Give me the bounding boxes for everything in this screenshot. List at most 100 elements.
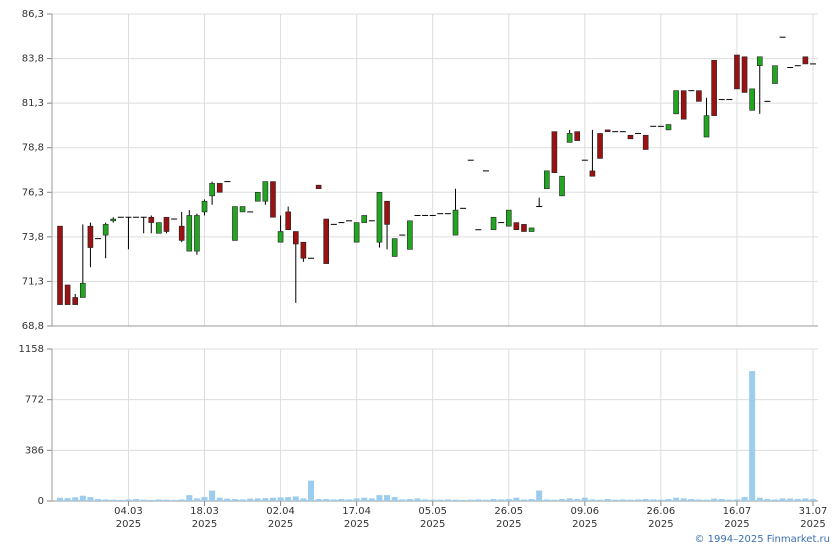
y-tick-label: 81,3	[22, 98, 44, 109]
candle-body	[186, 215, 193, 252]
volume-bar	[460, 499, 467, 501]
candle-body	[756, 56, 763, 67]
y-tick-label: 83,8	[22, 54, 44, 65]
candle-body	[551, 131, 558, 173]
volume-bar	[308, 480, 314, 501]
candle-body	[521, 224, 527, 232]
volume-bar	[239, 499, 246, 501]
volume-bar	[513, 497, 520, 501]
candle-body	[262, 181, 269, 202]
volume-bar	[505, 499, 512, 501]
candle-body	[292, 231, 299, 245]
volume-bar	[110, 499, 117, 501]
volume-bar	[467, 499, 474, 501]
volume-bar	[414, 498, 421, 501]
volume-bar	[391, 497, 398, 501]
candle-body	[232, 206, 238, 241]
y-tick-label: 76,3	[22, 187, 44, 198]
volume-bar	[589, 499, 596, 501]
volume-bar	[452, 499, 459, 501]
volume-bar	[794, 499, 801, 501]
candle-body	[72, 297, 79, 305]
volume-bar	[193, 498, 200, 501]
candle-body	[559, 175, 565, 197]
volume-bar	[422, 499, 429, 501]
volume-bar	[642, 499, 649, 501]
volume-bar	[95, 499, 102, 501]
volume-bar	[254, 498, 261, 501]
volume-bar	[346, 499, 353, 501]
volume-bar	[361, 497, 368, 501]
x-tick-label: 17.04 2025	[342, 506, 371, 530]
volume-bar	[718, 499, 725, 501]
candle-body	[64, 284, 71, 305]
candle-body	[673, 90, 679, 115]
volume-bar	[269, 497, 276, 501]
y-tick-label: 1158	[19, 344, 44, 355]
candle-body	[80, 282, 86, 298]
candle-body	[361, 215, 368, 223]
volume-bar	[566, 498, 573, 501]
volume-bar	[498, 499, 505, 501]
volume-bar	[726, 499, 733, 501]
candle-body	[148, 216, 155, 223]
candle-body	[490, 216, 497, 231]
volume-bar	[650, 499, 657, 501]
candle-body	[300, 241, 307, 259]
y-tick-label: 73,8	[22, 232, 44, 243]
volume-bar	[216, 497, 223, 501]
candle-body	[543, 170, 550, 190]
candle-body	[574, 131, 581, 141]
volume-bar	[612, 499, 619, 501]
candle-body	[239, 206, 246, 213]
candle-body	[209, 183, 215, 197]
candle-body	[589, 170, 596, 177]
volume-bar	[802, 498, 809, 501]
volume-bar	[635, 499, 642, 501]
candle-body	[734, 54, 740, 90]
volume-bar	[155, 499, 162, 501]
volume-bar	[703, 499, 710, 501]
volume-bar	[444, 499, 451, 501]
candle-body	[323, 218, 330, 264]
x-tick-label: 02.04 2025	[266, 506, 295, 530]
volume-bar	[787, 498, 794, 501]
volume-bar	[353, 498, 360, 501]
volume-bar	[771, 499, 778, 501]
volume-bar	[482, 499, 489, 501]
volume-bar	[285, 497, 292, 501]
candle-body	[376, 191, 383, 243]
volume-bar	[323, 499, 330, 501]
volume-bar	[520, 499, 527, 501]
volume-bar	[673, 497, 680, 501]
candle-body	[665, 124, 672, 131]
x-tick-label: 16.07 2025	[722, 506, 752, 530]
candle-body	[270, 181, 276, 218]
candle-body	[528, 227, 535, 232]
candle-body	[696, 90, 702, 102]
volume-bar	[125, 499, 132, 501]
candle-body	[597, 133, 603, 159]
candle-body	[87, 225, 94, 248]
candle-body	[178, 225, 185, 241]
volume-bar	[79, 495, 86, 501]
volume-bar	[163, 499, 170, 501]
volume-bar	[543, 499, 550, 501]
volume-bar	[140, 499, 147, 501]
volume-bar	[224, 498, 231, 501]
volume-bar	[262, 498, 269, 501]
volume-bar	[148, 499, 155, 501]
volume-bar	[581, 497, 588, 501]
volume-bar	[528, 499, 535, 501]
y-tick-label: 386	[25, 445, 44, 456]
candle-body	[156, 222, 162, 234]
candle-body	[391, 238, 398, 257]
volume-bar	[810, 499, 816, 501]
volume-bar	[559, 499, 565, 501]
volume-bar	[574, 499, 581, 501]
candle-body	[505, 209, 512, 227]
candle-body	[604, 129, 611, 132]
candle-body	[513, 222, 520, 231]
volume-bar	[604, 499, 611, 501]
